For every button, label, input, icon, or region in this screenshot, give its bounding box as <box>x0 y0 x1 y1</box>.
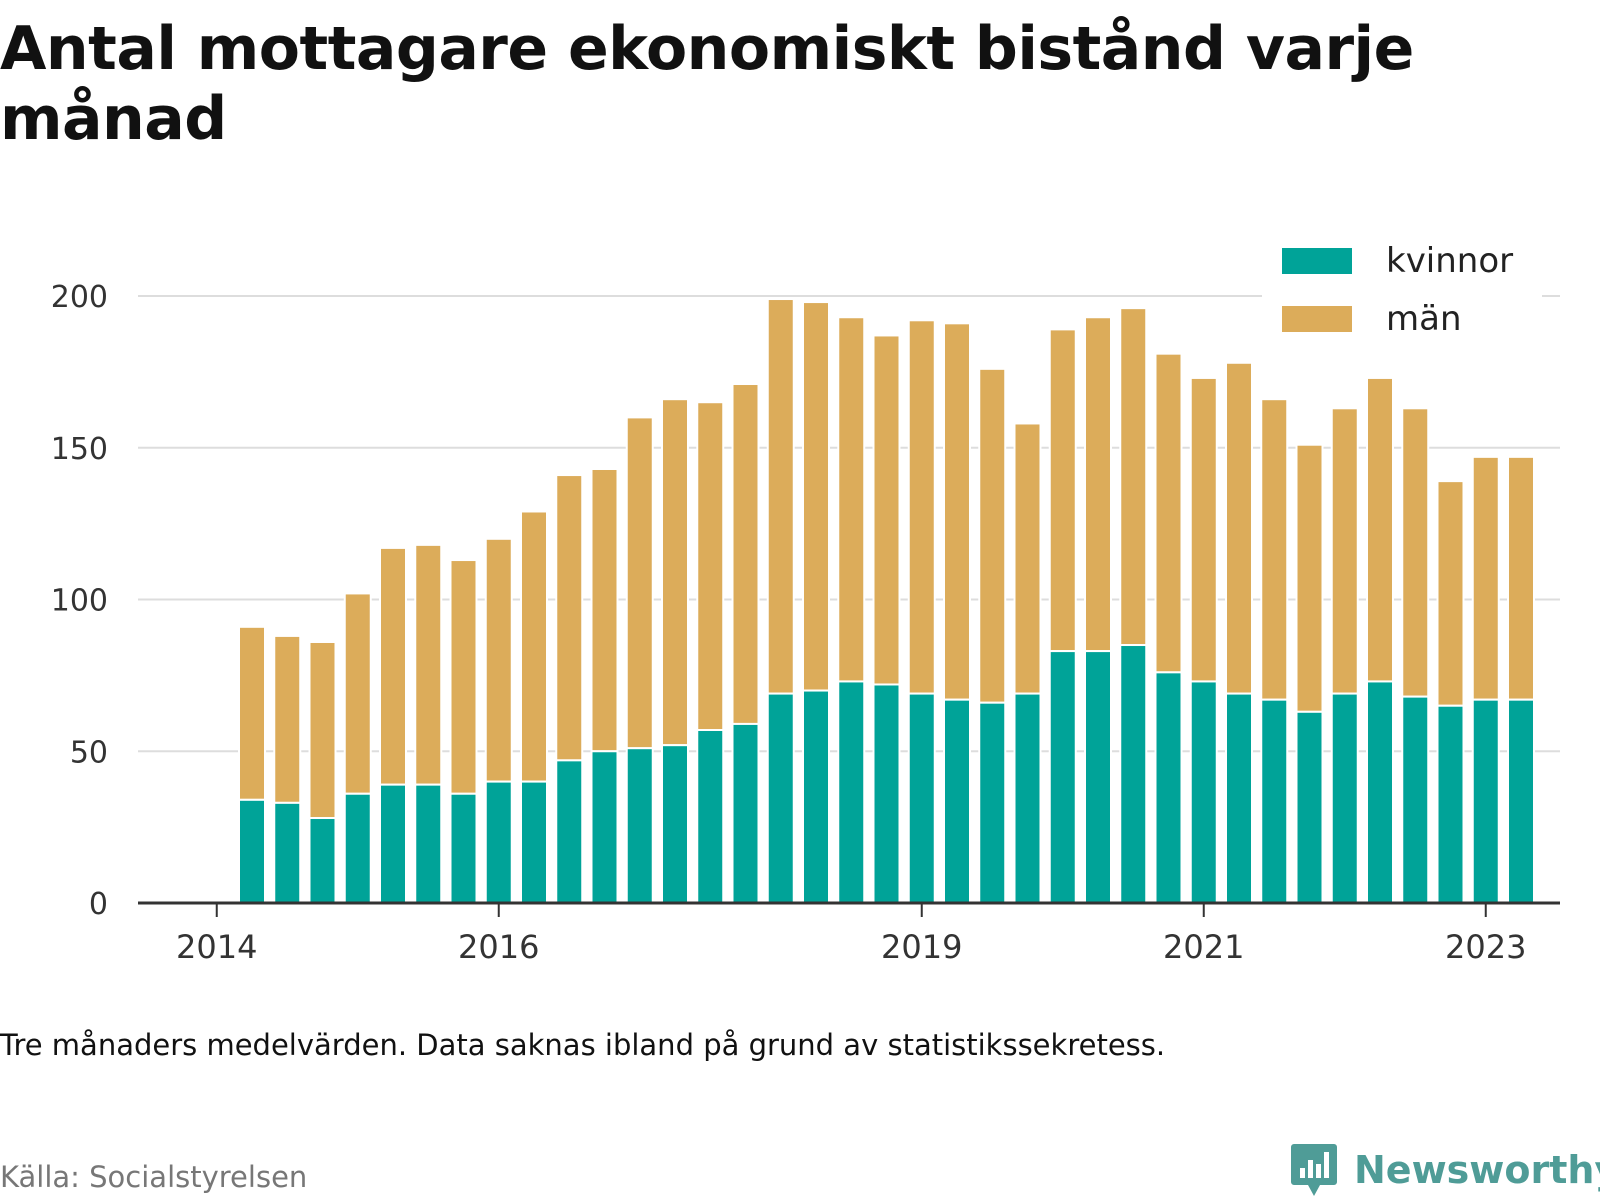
brand-name: Newsworthy <box>1354 1148 1600 1192</box>
chart-title: Antal mottagare ekonomiskt bistånd varje… <box>0 14 1414 154</box>
bar-segment-kvinnor[interactable]: 2023 Q1 – kvinnor: 67 <box>1471 698 1500 905</box>
bar-segment-man[interactable]: 2014 Q3 – män: 55 <box>273 634 302 804</box>
bar-segment-man[interactable]: 2016 Q2 – män: 89 <box>520 510 548 783</box>
y-tick-label: 0 <box>89 887 108 922</box>
bar-segment-man[interactable]: 2021 Q4 – män: 88 <box>1295 443 1324 713</box>
bar-segment-kvinnor[interactable]: 2017 Q3 – kvinnor: 57 <box>696 729 725 904</box>
legend-label-kvinnor: kvinnor <box>1386 241 1513 281</box>
bar-segment-man[interactable]: 2020 Q3 – män: 111 <box>1119 307 1148 647</box>
bar-segment-kvinnor[interactable]: 2021 Q3 – kvinnor: 67 <box>1260 698 1289 905</box>
bar-segment-kvinnor[interactable]: 2020 Q3 – kvinnor: 85 <box>1119 644 1148 905</box>
bar-segment-man[interactable]: 2015 Q2 – män: 78 <box>379 546 407 786</box>
bar-segment-man[interactable]: 2021 Q2 – män: 109 <box>1225 361 1253 695</box>
bar-segment-kvinnor[interactable]: 2019 Q3 – kvinnor: 66 <box>978 701 1007 904</box>
bar-segment-man[interactable]: 2021 Q3 – män: 99 <box>1260 398 1289 701</box>
x-tick-label: 2019 <box>881 928 962 966</box>
bar-segment-kvinnor[interactable]: 2018 Q2 – kvinnor: 70 <box>802 689 830 904</box>
bar-segment-kvinnor[interactable]: 2020 Q2 – kvinnor: 83 <box>1084 650 1112 904</box>
bar-segment-kvinnor[interactable]: 2018 Q1 – kvinnor: 69 <box>766 692 795 905</box>
bar-segment-kvinnor[interactable]: 2020 Q1 – kvinnor: 83 <box>1048 650 1077 904</box>
bar-segment-man[interactable]: 2022 Q4 – män: 74 <box>1436 480 1465 707</box>
x-tick-label: 2023 <box>1445 928 1526 966</box>
bar-segment-man[interactable]: 2023 Q2 – män: 80 <box>1507 455 1535 701</box>
y-tick-label: 200 <box>51 280 108 315</box>
bar-segment-kvinnor[interactable]: 2020 Q4 – kvinnor: 76 <box>1154 671 1183 905</box>
stacked-bar-chart: 0 50 100 150 200 2014 Q2 – män: 572014 Q2 – … <box>50 232 1560 966</box>
bar-segment-kvinnor[interactable]: 2022 Q3 – kvinnor: 68 <box>1401 695 1430 904</box>
bar-segment-man[interactable]: 2015 Q3 – män: 79 <box>414 543 443 786</box>
y-axis-ticks: 0 50 100 150 200 <box>51 280 108 922</box>
bar-segment-kvinnor[interactable]: 2021 Q4 – kvinnor: 63 <box>1295 710 1324 904</box>
newsworthy-brand[interactable]: Newsworthy <box>1290 1140 1600 1200</box>
bar-segment-man[interactable]: 2019 Q1 – män: 123 <box>907 319 936 695</box>
bar-segment-kvinnor[interactable]: 2014 Q3 – kvinnor: 33 <box>273 801 302 904</box>
legend-label-man: män <box>1386 299 1462 339</box>
bar-segment-man[interactable]: 2015 Q1 – män: 66 <box>343 592 372 795</box>
bar-segment-man[interactable]: 2018 Q3 – män: 120 <box>837 316 866 683</box>
bar-segment-kvinnor[interactable]: 2019 Q1 – kvinnor: 69 <box>907 692 936 905</box>
x-tick-label: 2016 <box>458 928 539 966</box>
bars: 2014 Q2 – män: 572014 Q2 – kvinnor: 3420… <box>238 298 1535 905</box>
bar-segment-man[interactable]: 2017 Q4 – män: 112 <box>731 383 760 725</box>
bar-segment-kvinnor[interactable]: 2018 Q4 – kvinnor: 72 <box>872 683 901 904</box>
bar-segment-man[interactable]: 2022 Q1 – män: 94 <box>1330 407 1359 695</box>
bar-segment-man[interactable]: 2016 Q4 – män: 93 <box>590 467 619 753</box>
chart-note: Tre månaders medelvärden. Data saknas ib… <box>0 1028 1166 1062</box>
bar-segment-man[interactable]: 2022 Q2 – män: 100 <box>1366 376 1394 683</box>
bar-segment-kvinnor[interactable]: 2019 Q4 – kvinnor: 69 <box>1013 692 1042 905</box>
x-axis-ticks: 2014 2016 2019 2021 2023 <box>176 903 1526 966</box>
bar-segment-kvinnor[interactable]: 2016 Q2 – kvinnor: 40 <box>520 780 548 904</box>
bar-segment-man[interactable]: 2016 Q3 – män: 94 <box>555 474 584 762</box>
bar-segment-man[interactable]: 2020 Q4 – män: 105 <box>1154 352 1183 674</box>
bar-segment-kvinnor[interactable]: 2017 Q1 – kvinnor: 51 <box>625 747 654 905</box>
y-tick-label: 50 <box>70 735 108 770</box>
bar-segment-man[interactable]: 2019 Q3 – män: 110 <box>978 367 1007 704</box>
bar-segment-man[interactable]: 2018 Q1 – män: 130 <box>766 298 795 695</box>
bar-segment-kvinnor[interactable]: 2016 Q1 – kvinnor: 40 <box>484 780 513 904</box>
legend: kvinnor män <box>1262 232 1542 352</box>
bar-segment-man[interactable]: 2017 Q3 – män: 108 <box>696 401 725 732</box>
bar-segment-man[interactable]: 2023 Q1 – män: 80 <box>1471 455 1500 701</box>
bar-segment-man[interactable]: 2021 Q1 – män: 100 <box>1189 376 1218 683</box>
source-credit: Källa: Socialstyrelsen <box>0 1160 308 1194</box>
y-tick-label: 100 <box>51 584 108 619</box>
bar-segment-man[interactable]: 2018 Q2 – män: 128 <box>802 301 830 692</box>
bar-segment-man[interactable]: 2015 Q4 – män: 77 <box>449 559 478 795</box>
bar-segment-man[interactable]: 2020 Q2 – män: 110 <box>1084 316 1112 653</box>
bar-segment-kvinnor[interactable]: 2014 Q4 – kvinnor: 28 <box>308 817 337 905</box>
legend-swatch-kvinnor <box>1282 248 1352 274</box>
bar-segment-man[interactable]: 2014 Q4 – män: 58 <box>308 640 337 820</box>
bar-segment-man[interactable]: 2019 Q2 – män: 124 <box>943 322 971 701</box>
bar-segment-kvinnor[interactable]: 2018 Q3 – kvinnor: 73 <box>837 680 866 904</box>
bar-segment-kvinnor[interactable]: 2021 Q1 – kvinnor: 73 <box>1189 680 1218 904</box>
bar-segment-kvinnor[interactable]: 2016 Q4 – kvinnor: 50 <box>590 750 619 904</box>
bar-segment-kvinnor[interactable]: 2022 Q1 – kvinnor: 69 <box>1330 692 1359 905</box>
bar-segment-kvinnor[interactable]: 2016 Q3 – kvinnor: 47 <box>555 759 584 904</box>
bar-segment-man[interactable]: 2014 Q2 – män: 57 <box>238 625 266 801</box>
bar-segment-kvinnor[interactable]: 2017 Q2 – kvinnor: 52 <box>661 744 689 904</box>
bar-segment-man[interactable]: 2022 Q3 – män: 95 <box>1401 407 1430 698</box>
bar-segment-kvinnor[interactable]: 2014 Q2 – kvinnor: 34 <box>238 798 266 904</box>
newsworthy-logo-icon <box>1291 1144 1337 1196</box>
legend-swatch-man <box>1282 306 1352 332</box>
bar-segment-kvinnor[interactable]: 2015 Q4 – kvinnor: 36 <box>449 792 478 904</box>
bar-segment-kvinnor[interactable]: 2017 Q4 – kvinnor: 59 <box>731 722 760 904</box>
bar-segment-kvinnor[interactable]: 2023 Q2 – kvinnor: 67 <box>1507 698 1535 905</box>
bar-segment-man[interactable]: 2017 Q2 – män: 114 <box>661 398 689 747</box>
bar-segment-kvinnor[interactable]: 2015 Q1 – kvinnor: 36 <box>343 792 372 904</box>
bar-segment-man[interactable]: 2016 Q1 – män: 80 <box>484 537 513 783</box>
bar-segment-kvinnor[interactable]: 2022 Q2 – kvinnor: 73 <box>1366 680 1394 904</box>
bar-segment-man[interactable]: 2019 Q4 – män: 89 <box>1013 422 1042 695</box>
bar-segment-kvinnor[interactable]: 2021 Q2 – kvinnor: 69 <box>1225 692 1253 905</box>
bar-segment-kvinnor[interactable]: 2022 Q4 – kvinnor: 65 <box>1436 704 1465 904</box>
bar-segment-kvinnor[interactable]: 2015 Q2 – kvinnor: 39 <box>379 783 407 905</box>
bar-segment-man[interactable]: 2020 Q1 – män: 106 <box>1048 328 1077 653</box>
bar-segment-kvinnor[interactable]: 2019 Q2 – kvinnor: 67 <box>943 698 971 905</box>
x-tick-label: 2021 <box>1163 928 1244 966</box>
bar-segment-man[interactable]: 2018 Q4 – män: 115 <box>872 334 901 686</box>
bar-segment-kvinnor[interactable]: 2015 Q3 – kvinnor: 39 <box>414 783 443 905</box>
x-tick-label: 2014 <box>176 928 257 966</box>
y-tick-label: 150 <box>51 432 108 467</box>
bar-segment-man[interactable]: 2017 Q1 – män: 109 <box>625 416 654 750</box>
